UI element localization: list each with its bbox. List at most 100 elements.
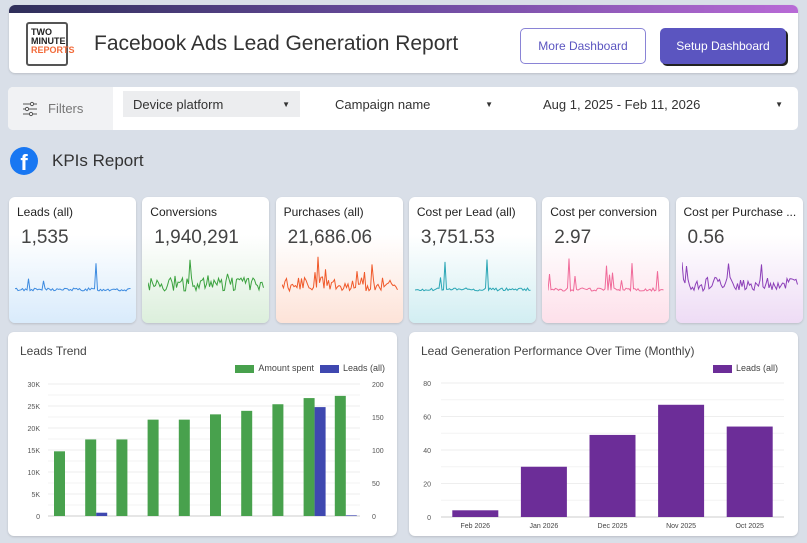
amount-spent-bar[interactable] — [210, 414, 221, 516]
device-platform-label: Device platform — [133, 96, 224, 112]
monthly-leads-chart: Lead Generation Performance Over Time (M… — [409, 332, 798, 536]
sliders-icon — [23, 101, 37, 116]
kpi-card: Cost per Lead (all) 3,751.53 — [408, 197, 536, 323]
kpi-value: 2.97 — [554, 227, 592, 248]
kpi-sparkline — [281, 256, 398, 293]
leads-bar[interactable] — [345, 515, 357, 516]
kpi-sparkline — [148, 259, 265, 293]
sparkline-path — [414, 259, 531, 292]
sparkline-path — [681, 262, 798, 293]
kpi-card: Cost per Purchase ... 0.56 — [675, 197, 803, 323]
facebook-icon: f — [10, 147, 38, 175]
leads-trend-chart: Leads Trend Amount spent Leads (all) 0 5K… — [8, 332, 397, 536]
y-tick-label: 10K — [28, 470, 41, 477]
legend-item: Amount spent — [235, 363, 314, 373]
kpi-label: Conversions — [150, 205, 217, 219]
date-range-label: Aug 1, 2025 - Feb 11, 2026 — [543, 96, 701, 112]
kpi-card: Conversions 1,940,291 — [142, 197, 270, 323]
amount-spent-bar[interactable] — [272, 404, 284, 516]
kpi-value: 0.56 — [687, 227, 725, 248]
sparkline-path — [15, 263, 131, 292]
x-tick-label: Dec 2025 — [598, 523, 628, 530]
leads-bar[interactable] — [452, 510, 499, 517]
leads-bar[interactable] — [96, 512, 108, 516]
kpi-label: Leads (all) — [17, 205, 74, 219]
sparkline-path — [281, 256, 398, 293]
y2-tick-label: 100 — [372, 448, 384, 455]
kpi-label: Purchases (all) — [283, 205, 364, 219]
kpi-sparkline — [681, 262, 798, 293]
y2-tick-label: 150 — [372, 415, 384, 422]
y-tick-label: 30K — [28, 382, 41, 389]
amount-spent-bar[interactable] — [303, 398, 315, 516]
x-tick-label: Feb 2026 — [461, 523, 491, 530]
leads-bar[interactable] — [589, 434, 636, 517]
y2-tick-label: 0 — [372, 514, 376, 521]
y-tick-label: 0 — [427, 515, 431, 522]
chart-legend: Leads (all) — [712, 363, 778, 373]
device-platform-dropdown[interactable]: Device platform ▼ — [123, 91, 300, 117]
leads-bar[interactable] — [658, 404, 705, 517]
sparkline-path — [148, 259, 265, 293]
y-tick-label: 20 — [423, 482, 431, 489]
report-header: TWO MINUTE REPORTS Facebook Ads Lead Gener… — [9, 5, 798, 73]
y-tick-label: 15K — [28, 448, 41, 455]
x-tick-label: Nov 2025 — [666, 523, 696, 530]
chart-title: Lead Generation Performance Over Time (M… — [421, 344, 695, 358]
y2-tick-label: 200 — [372, 382, 384, 389]
amount-spent-bar[interactable] — [241, 410, 253, 516]
chart-title: Leads Trend — [20, 344, 87, 358]
setup-dashboard-button[interactable]: Setup Dashboard — [660, 28, 786, 64]
y-tick-label: 25K — [28, 404, 41, 411]
campaign-name-dropdown[interactable]: Campaign name ▼ — [325, 91, 503, 117]
amount-spent-bar[interactable] — [116, 439, 128, 516]
leads-bar[interactable] — [520, 466, 567, 517]
kpi-card: Cost per conversion 2.97 — [542, 197, 670, 323]
kpi-card: Purchases (all) 21,686.06 — [275, 197, 403, 323]
y-tick-label: 5K — [31, 492, 40, 499]
kpi-label: Cost per Purchase ... — [683, 205, 797, 219]
amount-spent-bar[interactable] — [334, 395, 346, 516]
y-tick-label: 0 — [36, 514, 40, 521]
filters-label: Filters — [48, 101, 84, 116]
kpi-sparkline — [414, 259, 531, 292]
filters-button[interactable]: Filters — [8, 87, 113, 130]
amount-spent-bar[interactable] — [54, 451, 65, 516]
kpi-sparkline — [15, 263, 131, 292]
page-title: Facebook Ads Lead Generation Report — [94, 32, 459, 55]
kpi-label: Cost per Lead (all) — [416, 205, 516, 219]
kpi-label: Cost per conversion — [550, 205, 657, 219]
kpi-value: 1,940,291 — [154, 227, 239, 248]
legend-item: Leads (all) — [319, 363, 385, 373]
header-accent-bar — [9, 5, 798, 13]
x-tick-label: Jan 2026 — [529, 523, 558, 530]
amount-spent-bar[interactable] — [85, 439, 97, 516]
two-minute-reports-logo: TWO MINUTE REPORTS — [26, 22, 75, 66]
kpi-value: 1,535 — [21, 227, 69, 248]
y-tick-label: 40 — [423, 448, 431, 455]
y-tick-label: 20K — [28, 426, 41, 433]
more-dashboard-button[interactable]: More Dashboard — [520, 28, 646, 64]
y-tick-label: 60 — [423, 415, 431, 422]
kpi-sparkline — [548, 258, 664, 292]
kpi-section-header: f KPIs Report — [10, 147, 144, 175]
amount-spent-bar[interactable] — [147, 419, 159, 516]
leads-bar[interactable] — [726, 426, 773, 517]
caret-down-icon: ▼ — [775, 99, 783, 109]
kpi-card: Leads (all) 1,535 — [9, 197, 136, 323]
date-range-picker[interactable]: Aug 1, 2025 - Feb 11, 2026 ▼ — [533, 91, 793, 117]
x-tick-label: Oct 2025 — [735, 523, 764, 530]
y-tick-label: 80 — [423, 381, 431, 388]
caret-down-icon: ▼ — [282, 99, 290, 109]
kpi-section-title: KPIs Report — [52, 151, 144, 170]
kpi-value: 3,751.53 — [420, 227, 495, 248]
amount-spent-bar[interactable] — [178, 419, 190, 516]
campaign-name-label: Campaign name — [335, 96, 431, 112]
filter-bar: Filters Device platform ▼ Campaign name ▼ … — [8, 87, 798, 130]
leads-bar[interactable] — [314, 407, 326, 516]
y2-tick-label: 50 — [372, 481, 380, 488]
caret-down-icon: ▼ — [485, 99, 493, 109]
legend-item: Leads (all) — [712, 363, 778, 373]
sparkline-path — [548, 258, 664, 292]
chart-legend: Amount spent Leads (all) — [235, 363, 385, 373]
